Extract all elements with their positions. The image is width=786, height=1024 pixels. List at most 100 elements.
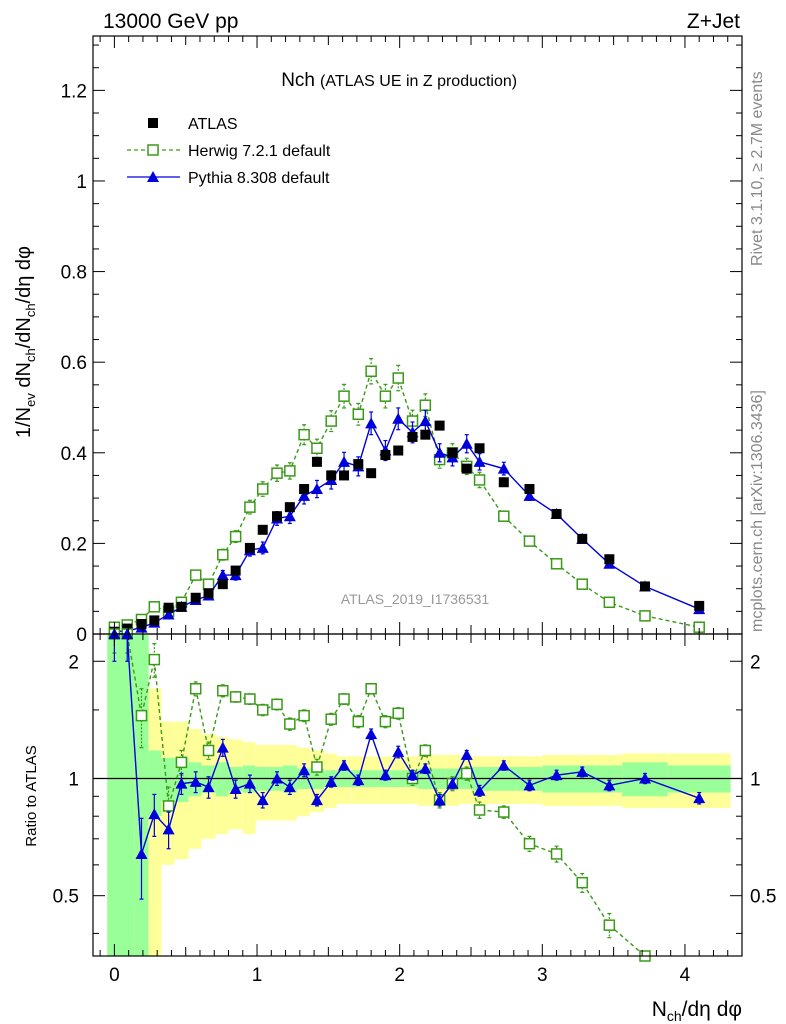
ratio-frame (92, 633, 743, 957)
ratio-y-tick-label: 2 (68, 652, 79, 673)
pythia-ratio-point (419, 762, 432, 774)
atlas-point (163, 602, 174, 613)
pythia-ratio-point (446, 777, 459, 789)
atlas-point (339, 470, 350, 481)
herwig-ratio-point (365, 683, 377, 695)
x-tick-label: 0 (109, 965, 120, 986)
atlas-point (217, 579, 228, 590)
pythia-ratio-point (175, 777, 188, 789)
x-tick-label: 1 (252, 965, 263, 986)
pythia-ratio-point (135, 847, 148, 859)
herwig-ratio-point (311, 761, 323, 773)
herwig-ratio-point (603, 919, 616, 931)
pythia-ratio-point (256, 794, 269, 806)
ratio-uncertainty-bands (107, 634, 731, 956)
legend-marker-atlas (148, 118, 158, 128)
atlas-point (461, 463, 472, 474)
pythia-ratio-point (523, 779, 536, 791)
herwig-point (639, 610, 651, 622)
rivet-label: Rivet 3.1.10, ≥ 2.7M events (749, 71, 766, 266)
pythia-ratio-point (271, 772, 284, 784)
y-tick-label: 1.2 (61, 81, 87, 102)
herwig-ratio-point (284, 718, 296, 730)
pythia-ratio-point (497, 759, 510, 771)
herwig-ratio-point (338, 693, 350, 705)
herwig-point (311, 442, 323, 455)
atlas-point (524, 484, 535, 495)
herwig-point (473, 474, 486, 486)
pythia-point (392, 412, 405, 424)
atlas-point (353, 459, 364, 470)
atlas-point (326, 470, 337, 481)
pythia-ratio-point (365, 728, 378, 740)
pythia-ratio-point (162, 823, 175, 835)
atlas-point (190, 592, 201, 603)
atlas-point (311, 456, 322, 467)
atlas-point (284, 502, 295, 513)
legend-label-atlas: ATLAS (188, 116, 238, 133)
y-tick-label: 0.6 (61, 353, 87, 374)
y-tick-label: 0.8 (61, 263, 87, 284)
herwig-point (298, 428, 310, 441)
band-green-bin (215, 762, 229, 797)
herwig-point (603, 596, 616, 609)
pythia-ratio-point (310, 794, 323, 806)
atlas-point (498, 477, 509, 488)
band-green-bin (134, 634, 149, 956)
pythia-point (473, 455, 486, 467)
herwig-ratio-point (419, 744, 432, 757)
pythia-point (433, 446, 446, 458)
atlas-point (380, 450, 391, 461)
atlas-point (420, 429, 431, 440)
pythia-ratio-point (283, 781, 296, 793)
herwig-point (379, 390, 392, 402)
x-tick-label: 4 (680, 965, 691, 986)
herwig-ratio-point (392, 707, 404, 720)
atlas-point (551, 508, 562, 519)
plot-title: Nch (281, 70, 315, 91)
herwig-point (352, 408, 365, 421)
y-tick-label: 0.2 (61, 534, 87, 555)
herwig-ratio-point (523, 837, 536, 850)
pythia-ratio-point (576, 765, 589, 777)
atlas-point (577, 533, 588, 544)
herwig-ratio-point (135, 709, 148, 722)
herwig-point (576, 578, 588, 590)
pythia-point (298, 489, 311, 501)
pythia-point (460, 437, 473, 449)
x-tick-label: 2 (394, 965, 405, 986)
ratio-axes: 0 1 2 3 4 0.5 0.5 1 1 2 2 (53, 36, 776, 986)
herwig-ratio-point (162, 800, 175, 812)
atlas-point (176, 601, 187, 612)
ratio-y-tick-label-right: 0.5 (750, 887, 776, 908)
herwig-point (419, 399, 432, 411)
herwig-ratio-point (550, 848, 563, 860)
header-right: Z+Jet (687, 10, 740, 33)
herwig-point (338, 390, 350, 402)
pythia-ratio-point (148, 808, 161, 820)
pythia-ratio-point (550, 769, 563, 781)
herwig-ratio-point (352, 715, 365, 728)
herwig-ratio-point (379, 715, 392, 728)
herwig-ratio-point (217, 685, 229, 697)
atlas-point (149, 615, 160, 626)
ratio-y-tick-label: 1 (68, 769, 79, 790)
pythia-point (310, 483, 323, 495)
atlas-point (694, 600, 705, 611)
ratio-panel: 0 1 2 3 4 0.5 0.5 1 1 2 2 Ratio to ATLAS Nch/dη dφ (23, 36, 776, 1024)
pythia-point (419, 415, 432, 427)
herwig-ratio-point (229, 691, 242, 703)
pythia-point (497, 462, 510, 474)
pythia-ratio-point (639, 772, 652, 784)
herwig-point (271, 467, 283, 479)
band-green-bin (148, 750, 162, 817)
plot-subtitle: (ATLAS UE in Z production) (320, 73, 517, 90)
pythia-point (162, 608, 175, 620)
pythia-point (216, 569, 229, 581)
pythia-point (283, 510, 296, 522)
herwig-point (498, 510, 510, 522)
atlas-point (257, 524, 268, 535)
atlas-point (393, 445, 404, 456)
atlas-point (244, 542, 255, 553)
y-tick-label: 1 (76, 172, 87, 193)
